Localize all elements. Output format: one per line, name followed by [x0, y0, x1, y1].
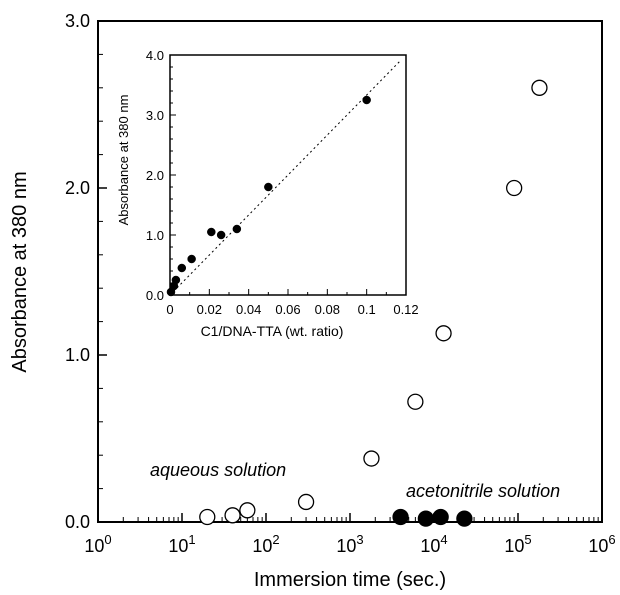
aqueous-solution-label: aqueous solution	[150, 460, 286, 480]
main-x-tick-label: 103	[336, 532, 363, 556]
acetonitrile-data-point	[456, 510, 473, 527]
acetonitrile-data-point	[417, 510, 435, 527]
inset-x-tick-label: 0	[166, 302, 173, 317]
acetonitrile-data-point	[392, 508, 409, 526]
aqueous-data-point	[435, 325, 452, 342]
inset-data-point	[264, 182, 273, 192]
main-y-axis-title: Absorbance at 380 nm	[9, 171, 31, 372]
inset-x-tick-label: 0.12	[393, 302, 418, 317]
aqueous-data-point	[407, 393, 424, 410]
main-x-tick-label: 101	[168, 532, 195, 556]
aqueous-data-point	[363, 450, 380, 467]
inset-x-axis-title: C1/DNA-TTA (wt. ratio)	[201, 323, 344, 339]
inset-y-tick-label: 3.0	[146, 108, 164, 123]
inset-data-point	[187, 254, 196, 264]
inset-y-tick-label: 2.0	[146, 168, 164, 183]
inset-x-tick-label: 0.08	[315, 302, 340, 317]
inset-data-point	[207, 227, 216, 237]
main-y-tick-label: 1.0	[65, 345, 90, 365]
inset-x-tick-label: 0.1	[358, 302, 376, 317]
aqueous-data-point	[506, 179, 523, 197]
main-y-tick-label: 2.0	[65, 178, 90, 198]
inset-data-point	[362, 95, 371, 105]
inset-data-point	[232, 224, 242, 234]
main-x-tick-label: 102	[252, 532, 279, 556]
inset-data-point	[171, 275, 181, 285]
inset-x-tick-label: 0.06	[275, 302, 300, 317]
main-y-tick-label: 0.0	[65, 512, 90, 532]
main-x-tick-label: 106	[588, 532, 615, 556]
acetonitrile-data-point	[432, 508, 449, 526]
inset-y-axis-title: Absorbance at 380 nm	[116, 95, 131, 226]
main-x-axis-title: Immersion time (sec.)	[254, 569, 446, 591]
main-x-tick-label: 105	[504, 532, 531, 556]
inset-data-point	[216, 230, 226, 240]
main-plot-frame	[97, 20, 603, 523]
inset-y-tick-label: 1.0	[146, 228, 164, 243]
aqueous-data-point	[199, 508, 216, 526]
inset-y-tick-label: 0.0	[146, 288, 164, 303]
main-x-tick-label: 104	[420, 532, 447, 556]
main-y-tick-label: 3.0	[65, 11, 90, 31]
inset-data-point	[177, 263, 187, 273]
aqueous-data-point	[531, 79, 548, 96]
aqueous-data-point	[224, 507, 241, 524]
aqueous-data-point	[297, 493, 315, 511]
main-x-tick-label: 100	[84, 532, 111, 556]
acetonitrile-solution-label: acetonitrile solution	[406, 481, 560, 501]
inset-y-tick-label: 4.0	[146, 48, 164, 63]
aqueous-data-point	[239, 502, 256, 519]
inset-x-tick-label: 0.02	[197, 302, 222, 317]
inset-x-tick-label: 0.04	[236, 302, 261, 317]
